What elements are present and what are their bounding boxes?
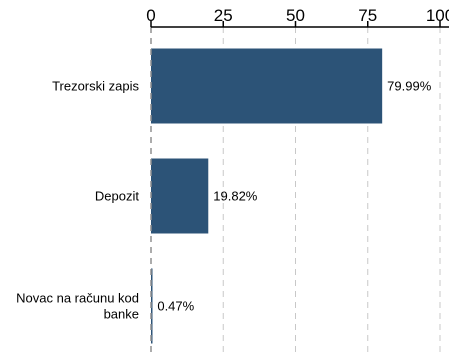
category-label-2-line-1: banke [104, 307, 139, 322]
labels-layer: Trezorski zapis Depozit Novac na računu ko… [16, 79, 432, 322]
bar-0 [151, 48, 383, 124]
category-label-0: Trezorski zapis [52, 79, 139, 94]
x-tick-label-3: 75 [358, 6, 377, 25]
x-tick-label-2: 50 [286, 6, 305, 25]
bar-1 [151, 158, 209, 234]
x-tick-label-0: 0 [146, 6, 155, 25]
x-tick-label-4: 100 [426, 6, 449, 25]
data-label-2: 0.47% [157, 299, 194, 314]
category-label-1: Depozit [95, 189, 139, 204]
data-label-1: 19.82% [213, 189, 258, 204]
axis-layer: 0 25 50 75 100 [146, 6, 449, 357]
x-tick-label-1: 25 [214, 6, 233, 25]
category-label-2-line-0: Novac na računu kod [16, 291, 139, 306]
data-label-0: 79.99% [387, 79, 432, 94]
